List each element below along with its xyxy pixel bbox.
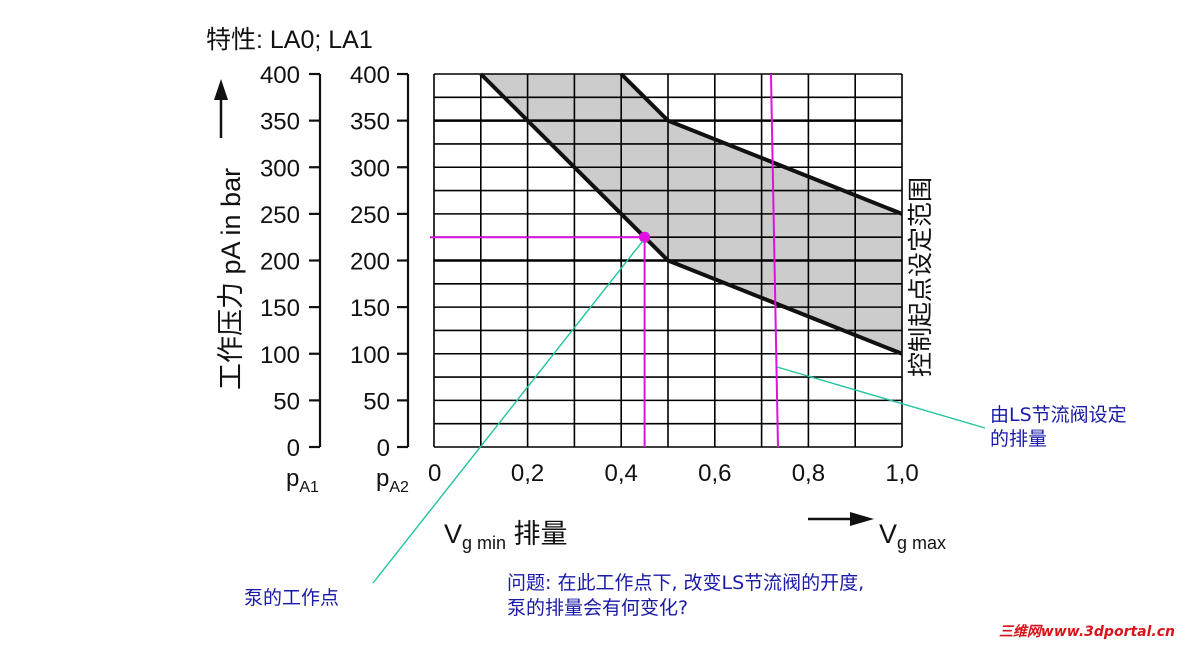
- x-tick-label: 0: [428, 460, 441, 487]
- x-tick-label: 0,6: [698, 460, 731, 487]
- y-tick-label-pA2: 50: [363, 388, 390, 415]
- y-tick-label-pA2: 250: [350, 202, 390, 229]
- series-line-1: [479, 72, 903, 356]
- y-tick-label-pA2: 400: [350, 62, 390, 89]
- x-axis-label-min: Vg min 排量: [444, 519, 568, 553]
- chart-title: 特性: LA0; LA1: [206, 26, 373, 54]
- question-line-2: 泵的排量会有何变化?: [507, 597, 688, 619]
- x-axis-label-max: Vg max: [879, 519, 946, 553]
- y-tick-label-pA1: 400: [260, 62, 300, 89]
- y-tick-label-pA2: 200: [350, 249, 390, 276]
- x-tick-label: 0,8: [792, 460, 825, 487]
- question-line-1: 问题: 在此工作点下, 改变LS节流阀的开度,: [507, 572, 864, 594]
- y-tick-label-pA1: 150: [260, 295, 300, 322]
- y-tick-label-pA2: 0: [377, 435, 390, 462]
- y-tick-label-pA1: 250: [260, 202, 300, 229]
- annotation-pump-point: 泵的工作点: [244, 587, 339, 609]
- axis-name-pA2: pA2: [376, 465, 409, 496]
- x-tick-label: 0,2: [511, 460, 544, 487]
- tick-labels: 0 0,2 0,4 0,6 0,8 1,0 0 0 50 50 100 100 150 150 200 200…: [260, 62, 919, 487]
- x-tick-label: 1,0: [885, 460, 918, 487]
- characteristic-lines: [479, 72, 903, 356]
- y-tick-label-pA2: 300: [350, 155, 390, 182]
- y-tick-label-pA1: 200: [260, 249, 300, 276]
- leader-pump-point: [372, 240, 644, 584]
- leader-ls-line: [776, 366, 986, 429]
- y-tick-label-pA1: 50: [273, 388, 300, 415]
- y-axis-label: 工作压力 pA in bar: [216, 168, 246, 390]
- band-label: 控制起点设定范围: [907, 177, 935, 377]
- y-tick-label-pA1: 0: [287, 435, 300, 462]
- series-line-2: [619, 72, 903, 216]
- x-tick-label: 0,4: [605, 460, 638, 487]
- operating-markers: [430, 73, 779, 448]
- y-tick-label-pA1: 300: [260, 155, 300, 182]
- watermark: 三维网www.3dportal.cn: [999, 623, 1175, 640]
- y-tick-label-pA1: 100: [260, 342, 300, 369]
- annotation-ls-line-2: 的排量: [990, 428, 1047, 450]
- y-axis-arrow: [214, 79, 228, 138]
- y-tick-label-pA2: 350: [350, 109, 390, 136]
- annotation-leaders: [372, 240, 986, 584]
- grid: [433, 73, 903, 448]
- operating-point: [639, 231, 651, 243]
- y-tick-label-pA1: 350: [260, 109, 300, 136]
- pressure-scales: [309, 72, 410, 449]
- x-axis-arrow: [808, 512, 874, 526]
- annotation-ls-line-1: 由LS节流阀设定: [990, 404, 1127, 426]
- axis-name-pA1: pA1: [286, 465, 319, 496]
- y-tick-label-pA2: 100: [350, 342, 390, 369]
- ls-displacement-line: [769, 73, 779, 448]
- y-tick-label-pA2: 150: [350, 295, 390, 322]
